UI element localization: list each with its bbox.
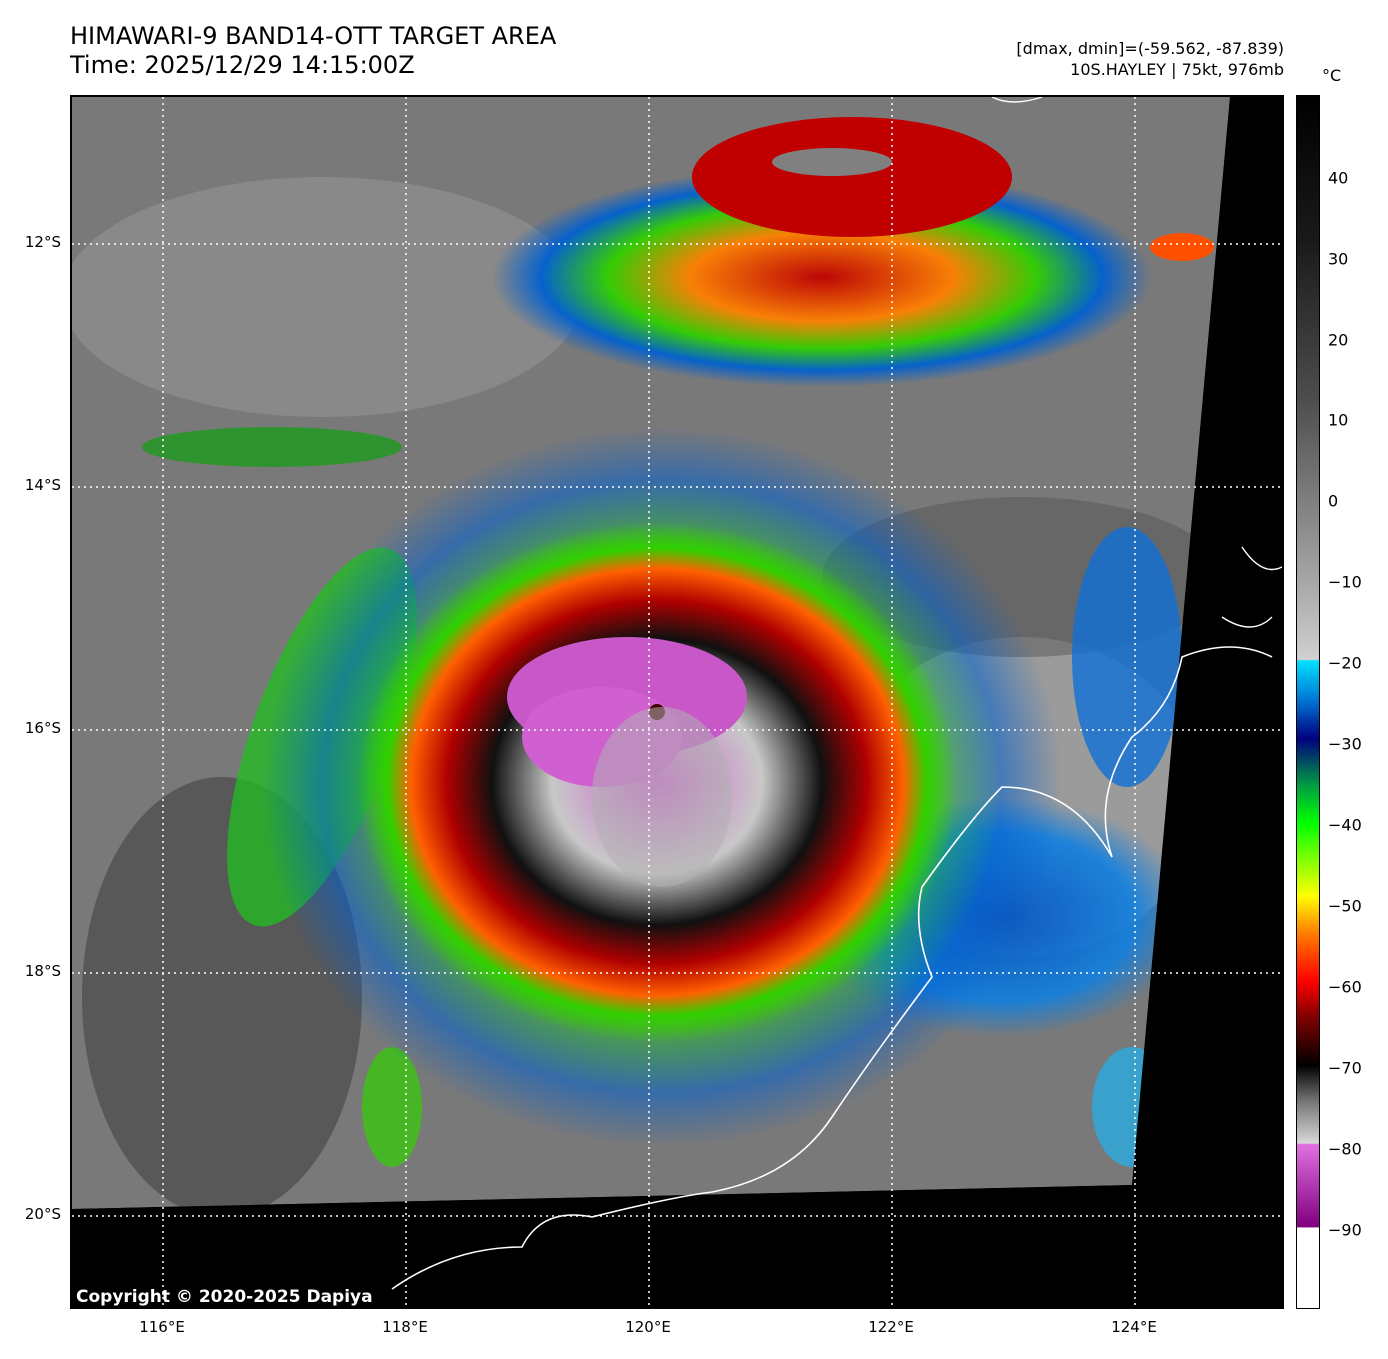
colorbar-tick: 20 — [1328, 330, 1349, 350]
colorbar-tick: 10 — [1328, 410, 1349, 430]
lon-label: 122°E — [868, 1318, 914, 1336]
satellite-map — [70, 95, 1284, 1309]
colorbar-tick: −20 — [1328, 653, 1362, 673]
colorbar-tick: −10 — [1328, 572, 1362, 592]
colorbar-tick: 30 — [1328, 249, 1349, 269]
colorbar-tick: −50 — [1328, 896, 1362, 916]
lon-label: 118°E — [382, 1318, 428, 1336]
colorbar-tick: −60 — [1328, 977, 1362, 997]
colorbar-tick: −80 — [1328, 1139, 1362, 1159]
lon-label: 124°E — [1111, 1318, 1157, 1336]
chart-title: HIMAWARI-9 BAND14-OTT TARGET AREA Time: … — [70, 22, 556, 80]
info-line-2: 10S.HAYLEY | 75kt, 976mb — [1070, 60, 1284, 79]
lon-label: 120°E — [625, 1318, 671, 1336]
info-line-1: [dmax, dmin]=(-59.562, -87.839) — [1016, 39, 1284, 58]
lat-label: 20°S — [24, 1205, 61, 1223]
lat-label: 18°S — [24, 962, 61, 980]
satellite-imagery — [72, 97, 1282, 1307]
colorbar-tick: −70 — [1328, 1058, 1362, 1078]
title-line-1: HIMAWARI-9 BAND14-OTT TARGET AREA — [70, 22, 557, 50]
colorbar-unit: °C — [1322, 66, 1342, 85]
colorbar — [1296, 95, 1320, 1309]
colorbar-tick: −30 — [1328, 734, 1362, 754]
colorbar-tick: 0 — [1328, 491, 1339, 511]
title-line-2: Time: 2025/12/29 14:15:00Z — [70, 51, 415, 79]
copyright-notice: Copyright © 2020-2025 Dapiya — [76, 1287, 373, 1307]
colorbar-tick: 40 — [1328, 168, 1349, 188]
colorbar-tick: −40 — [1328, 815, 1362, 835]
lat-label: 14°S — [24, 476, 61, 494]
colorbar-tick: −90 — [1328, 1220, 1362, 1240]
lat-label: 16°S — [24, 719, 61, 737]
lat-label: 12°S — [24, 233, 61, 251]
storm-info: [dmax, dmin]=(-59.562, -87.839) 10S.HAYL… — [1016, 38, 1284, 80]
lon-label: 116°E — [139, 1318, 185, 1336]
